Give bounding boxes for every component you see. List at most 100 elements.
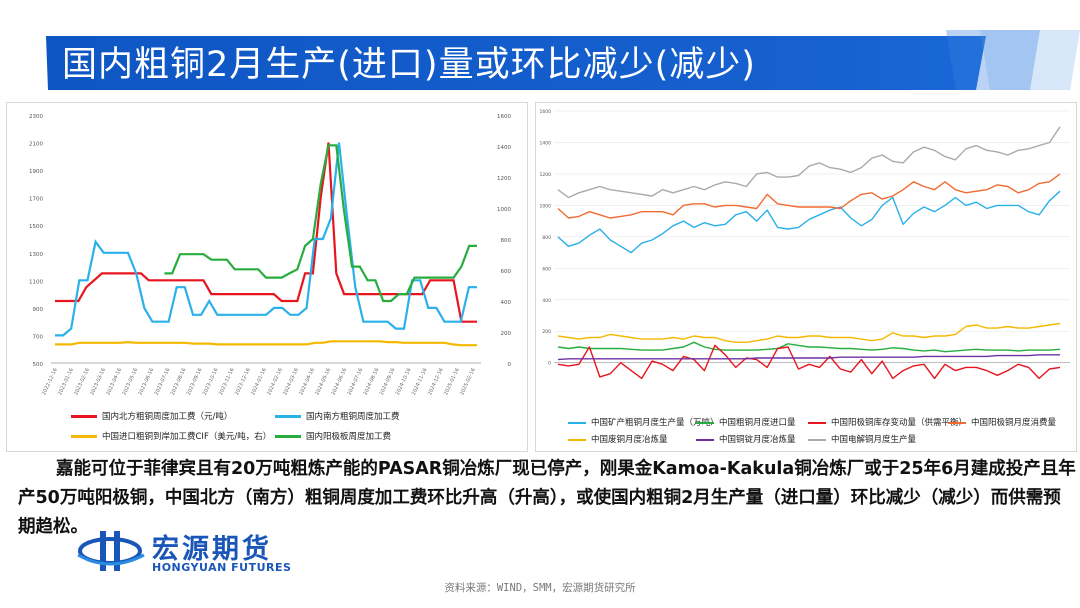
source-note: 资料来源：WIND，SMM，宏源期货研究所: [444, 582, 636, 594]
banner-bar: [46, 36, 986, 90]
left-axis-tick-label: 1500: [29, 224, 43, 230]
legend-swatch: [696, 438, 714, 441]
x-axis-tick-label: 2023-04-16: [105, 367, 123, 396]
x-axis-tick-label: 2023-11-16: [218, 367, 236, 396]
x-axis-tick-label: 2023-07-16: [154, 367, 172, 396]
x-axis-tick-label: 2025-01-16: [443, 367, 461, 396]
y-axis-tick-label: 1000: [540, 203, 552, 209]
x-axis-tick-label: 2024-12-16: [427, 367, 445, 396]
x-axis-tick-label: 2023-01-16: [57, 367, 75, 396]
x-axis-tick-label: 2025-02-16: [459, 367, 477, 396]
legend-label: 国内阳极板周度加工费: [306, 432, 392, 442]
legend-label: 中国粗铜月度进口量: [719, 418, 796, 428]
x-axis-tick-label: 2023-09-16: [186, 367, 204, 396]
series-line: [557, 322, 1061, 343]
x-axis-tick-label: 2024-01-16: [250, 367, 268, 396]
y-axis-tick-label: 1200: [540, 172, 552, 178]
series-line: [557, 354, 1060, 361]
x-axis-tick-label: 2024-10-16: [395, 367, 413, 396]
right-chart: 0 200 400 600 800 1000 1200 1400 1600: [540, 109, 1070, 380]
legend-swatch: [808, 421, 826, 424]
left-chart: 500 700 900 1100 1300 1500 1700 1900 2100 2300 0 20…: [29, 114, 512, 396]
series-line: [557, 190, 1061, 254]
y-axis-tick-label: 1400: [540, 140, 552, 146]
left-axis-tick-label: 500: [33, 362, 44, 368]
y-axis-tick-label: 400: [542, 298, 551, 304]
legend-label: 国内北方粗铜周度加工费（元/吨）: [102, 412, 233, 422]
right-axis-tick-label: 800: [501, 238, 512, 244]
series-line: [557, 126, 1061, 199]
x-axis-tick-label: 2023-10-16: [202, 367, 220, 396]
legend-item: 国内南方粗铜周度加工费: [275, 410, 400, 422]
banner-stripe: [980, 30, 1080, 90]
left-axis-tick-label: 2300: [29, 114, 43, 120]
left-axis-tick-label: 700: [33, 334, 44, 340]
legend-swatch: [696, 421, 714, 424]
legend-label: 国内南方粗铜周度加工费: [306, 412, 400, 422]
y-axis-tick-label: 1600: [540, 109, 552, 115]
right-axis-tick-label: 400: [501, 300, 512, 306]
right-axis-tick-label: 0: [508, 362, 512, 368]
legend-item: 国内北方粗铜周度加工费（元/吨）: [71, 410, 232, 422]
right-chart-panel: 0 200 400 600 800 1000 1200 1400 1600 中国矿产粗铜月度生产…: [535, 102, 1077, 452]
right-axis-tick-label: 600: [501, 269, 512, 275]
legend-item: 中国废铜月度冶炼量: [568, 433, 668, 445]
series-line: [55, 340, 477, 347]
y-axis-tick-label: 200: [542, 329, 551, 335]
hongyuan-logo-icon: [77, 531, 145, 571]
x-axis-tick-label: 2024-06-16: [330, 367, 348, 396]
logo-chinese-name: 宏源期货: [152, 534, 272, 565]
x-axis-tick-label: 2024-05-16: [314, 367, 332, 396]
legend-swatch: [275, 415, 301, 418]
legend-label: 中国铜锭月度冶炼量: [719, 435, 796, 445]
legend-label: 中国矿产粗铜月度生产量（万吨）: [591, 418, 719, 428]
right-axis-tick-label: 1400: [497, 145, 511, 151]
legend-label: 中国电解铜月度生产量: [831, 435, 917, 445]
page-title: 国内粗铜2月生产(进口)量或环比减少(减少): [62, 45, 756, 85]
right-axis-tick-label: 200: [501, 331, 512, 337]
x-axis-tick-label: 2023-08-16: [170, 367, 188, 396]
x-axis-tick-label: 2024-02-16: [266, 367, 284, 396]
series-line: [55, 142, 477, 323]
legend-label: 中国进口粗铜到岸加工费CIF（美元/吨，右）: [102, 432, 272, 442]
x-axis-tick-label: 2023-05-16: [121, 367, 139, 396]
series-line: [557, 344, 1061, 380]
description-paragraph: 嘉能可位于菲律宾且有20万吨粗炼产能的PASAR铜冶炼厂现已停产，刚果金Kamo…: [18, 455, 1078, 542]
series-line: [164, 144, 477, 303]
legend-swatch: [275, 435, 301, 438]
x-axis-tick-label: 2023-12-16: [234, 367, 252, 396]
x-axis-tick-label: 2024-09-16: [379, 367, 397, 396]
x-axis-tick-label: 2024-07-16: [347, 367, 365, 396]
series-line: [557, 341, 1061, 353]
series-line: [557, 173, 1061, 219]
legend-label: 中国阳极铜库存变动量（供需平衡）: [831, 418, 968, 428]
legend-item: 中国铜锭月度冶炼量: [696, 433, 796, 445]
x-axis-tick-label: 2024-03-16: [282, 367, 300, 396]
right-axis-tick-label: 1000: [497, 207, 511, 213]
legend-item: 国内阳极板周度加工费: [275, 430, 391, 442]
x-axis-tick-label: 2023-03-16: [89, 367, 107, 396]
legend-item: 中国粗铜月度进口量: [696, 416, 796, 428]
legend-swatch: [568, 438, 586, 441]
y-axis-tick-label: 0: [548, 361, 551, 367]
left-axis-tick-label: 1300: [29, 252, 43, 258]
right-axis-tick-label: 1200: [497, 176, 511, 182]
legend-item: 中国阳极铜月度消费量: [948, 416, 1056, 428]
legend-item: 中国进口粗铜到岸加工费CIF（美元/吨，右）: [71, 430, 271, 442]
left-axis-tick-label: 1700: [29, 197, 43, 203]
title-banner: [46, 30, 1080, 90]
series-line: [55, 142, 477, 337]
x-axis-tick-label: 2022-12-16: [41, 367, 59, 396]
legend-label: 中国阳极铜月度消费量: [971, 418, 1057, 428]
legend-item: 中国矿产粗铜月度生产量（万吨）: [568, 416, 719, 428]
legend-swatch: [948, 421, 966, 424]
x-axis-tick-label: 2023-06-16: [138, 367, 156, 396]
left-axis-tick-label: 900: [33, 307, 44, 313]
x-axis-tick-label: 2023-02-16: [73, 367, 91, 396]
legend-swatch: [568, 421, 586, 424]
legend-label: 中国废铜月度冶炼量: [591, 435, 668, 445]
legend-item: 中国电解铜月度生产量: [808, 433, 916, 445]
legend-item: 中国阳极铜库存变动量（供需平衡）: [808, 416, 967, 428]
left-axis-tick-label: 1900: [29, 169, 43, 175]
legend-swatch: [71, 415, 97, 418]
